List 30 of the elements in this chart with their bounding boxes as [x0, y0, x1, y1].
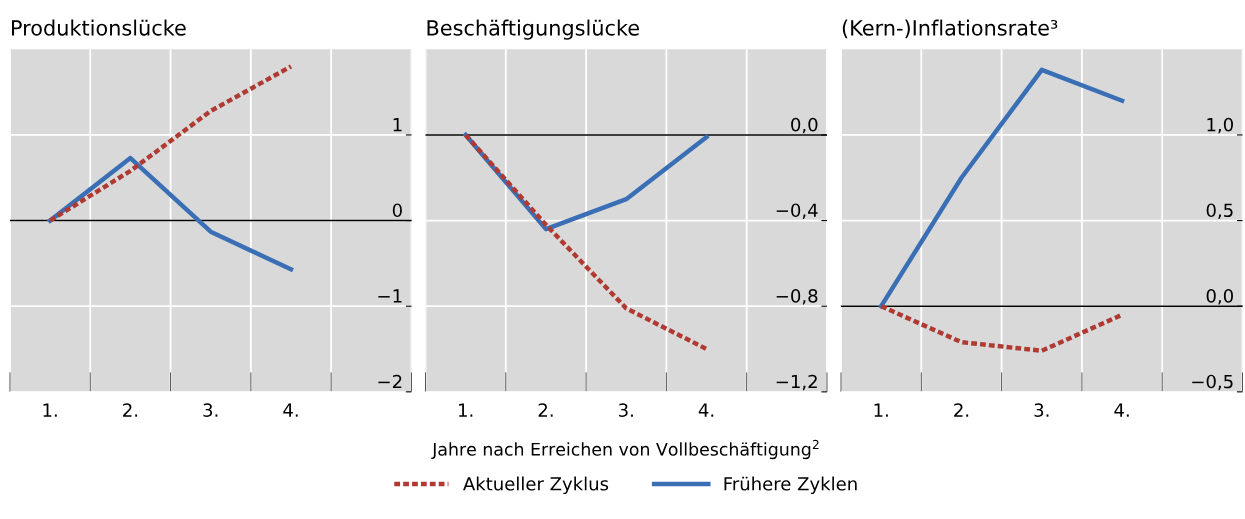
legend-label: Frühere Zyklen — [724, 476, 857, 495]
chart-title: Produktionslücke — [12, 19, 186, 36]
y-tick-label: 0 — [392, 203, 402, 218]
y-tick-label: 0,5 — [1206, 203, 1233, 219]
x-tick-label: 3. — [619, 403, 633, 417]
y-tick-label: −0,5 — [1192, 374, 1233, 391]
x-tick-label: 4. — [283, 403, 298, 417]
x-tick-label: 1. — [459, 403, 473, 417]
x-tick-label: 1. — [874, 403, 888, 417]
y-tick-label: −0,4 — [776, 203, 818, 219]
x-tick-label: 2. — [123, 403, 138, 417]
y-tick-label: −1 — [378, 289, 402, 303]
chart-title: Beschäftigungslücke — [427, 19, 639, 40]
legend-label: Aktueller Zyklus — [463, 476, 609, 495]
y-tick-label: −0,8 — [776, 289, 818, 305]
y-tick-label: 1 — [393, 118, 402, 132]
x-tick-label: 2. — [954, 403, 969, 417]
chart-title: (Kern-)Inflationsrate³ — [842, 19, 1058, 39]
x-tick-label: 4. — [698, 403, 714, 417]
x-tick-label: 3. — [203, 403, 218, 417]
x-axis-title: Jahre nach Erreichen von Vollbeschäftigung$^{2}$ — [431, 439, 819, 460]
y-tick-label: 1,0 — [1207, 117, 1233, 134]
x-tick-label: 4. — [1114, 403, 1129, 417]
y-tick-label: 0,0 — [1206, 289, 1233, 305]
y-tick-label: −1,2 — [776, 374, 817, 391]
x-tick-label: 1. — [43, 403, 57, 417]
x-tick-label: 3. — [1034, 403, 1049, 417]
y-tick-label: −2 — [378, 374, 402, 389]
x-tick-label: 2. — [538, 403, 553, 417]
y-tick-label: 0,0 — [791, 117, 818, 134]
